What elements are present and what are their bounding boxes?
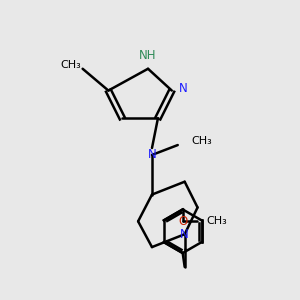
Text: O: O bbox=[178, 215, 187, 228]
Text: CH₃: CH₃ bbox=[206, 216, 227, 226]
Text: NH: NH bbox=[139, 50, 157, 62]
Text: N: N bbox=[180, 228, 189, 241]
Text: CH₃: CH₃ bbox=[192, 136, 212, 146]
Text: N: N bbox=[179, 82, 188, 95]
Text: CH₃: CH₃ bbox=[60, 60, 81, 70]
Text: N: N bbox=[148, 148, 156, 161]
